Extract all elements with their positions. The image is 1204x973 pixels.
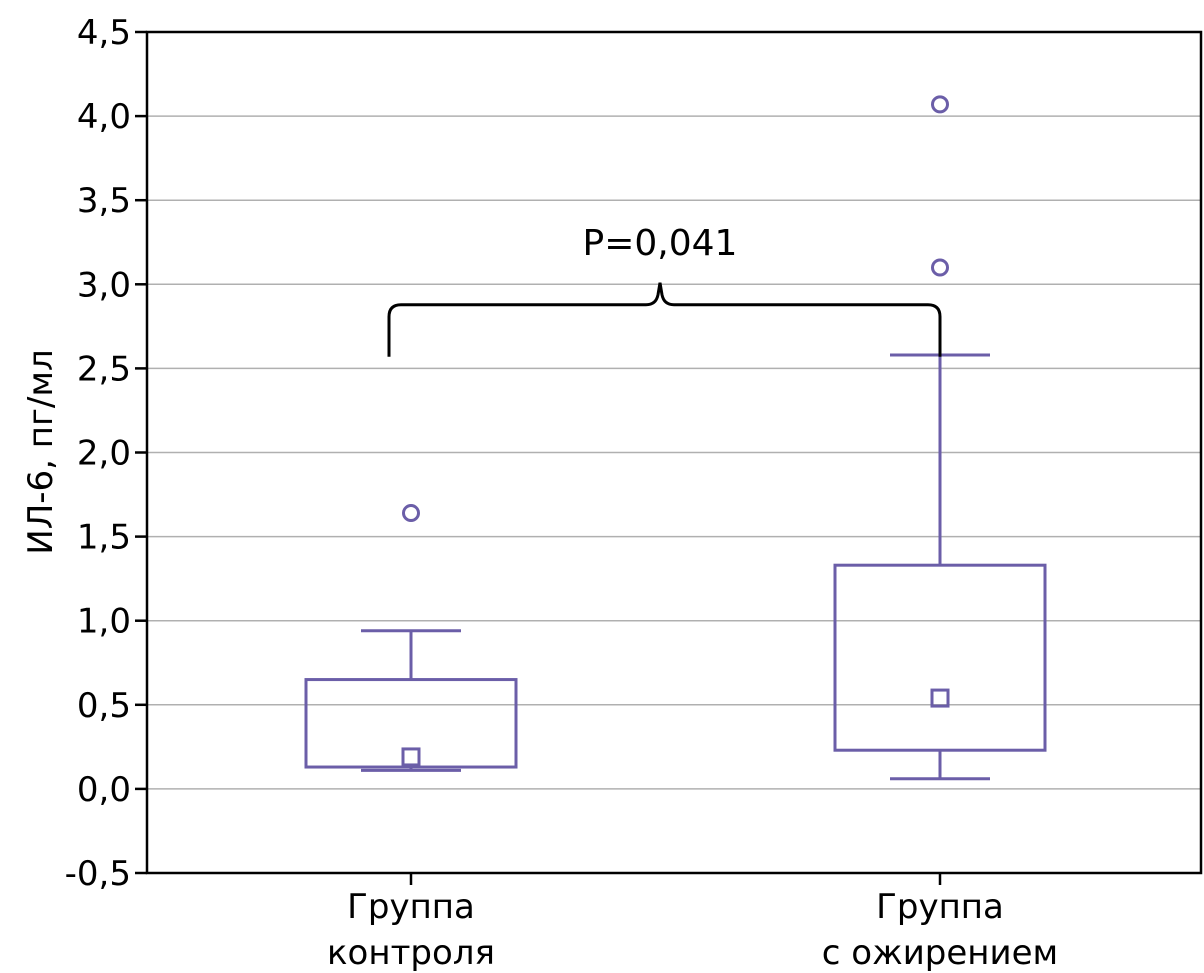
boxes <box>304 95 1047 781</box>
median-marker <box>401 747 421 767</box>
y-tick-label: 3,0 <box>77 265 131 305</box>
x-tick-label: Группа <box>347 887 475 927</box>
significance-bracket <box>387 282 942 357</box>
iqr-box <box>833 563 1047 752</box>
y-axis: -0,5 0,0 0,5 1,0 1,5 2,0 2,5 3,0 3,5 4,0 4,5 <box>65 13 147 894</box>
y-tick-label: 1,5 <box>77 518 131 558</box>
box-group <box>833 95 1047 781</box>
plot-frame <box>145 30 1203 875</box>
box-group <box>304 504 518 772</box>
x-tick-label: с ожирением <box>822 933 1058 973</box>
y-axis-title: ИЛ-6, пг/мл <box>21 349 61 554</box>
y-tick-label: 2,5 <box>77 349 131 389</box>
p-value-label: P=0,041 <box>583 223 738 264</box>
outlier-point <box>931 95 949 114</box>
median-marker <box>930 688 950 708</box>
y-tick-label: 1,0 <box>77 602 131 642</box>
x-tick-label: Группа <box>876 887 1004 927</box>
y-tick-label: 4,0 <box>77 97 131 137</box>
y-tick-label: -0,5 <box>65 854 131 894</box>
iqr-box <box>304 678 518 769</box>
y-tick-label: 0,0 <box>77 770 131 810</box>
y-tick-label: 3,5 <box>77 181 131 221</box>
grid-lines <box>147 115 1201 790</box>
y-tick-label: 0,5 <box>77 686 131 726</box>
y-tick-label: 2,0 <box>77 434 131 474</box>
significance-annotation: P=0,041 <box>387 223 942 357</box>
outlier-point <box>931 258 949 277</box>
y-tick-label: 4,5 <box>77 13 131 53</box>
x-axis: Группа контроля Группа с ожирением <box>327 873 1058 973</box>
outlier-point <box>402 504 420 523</box>
x-tick-label: контроля <box>327 933 495 973</box>
